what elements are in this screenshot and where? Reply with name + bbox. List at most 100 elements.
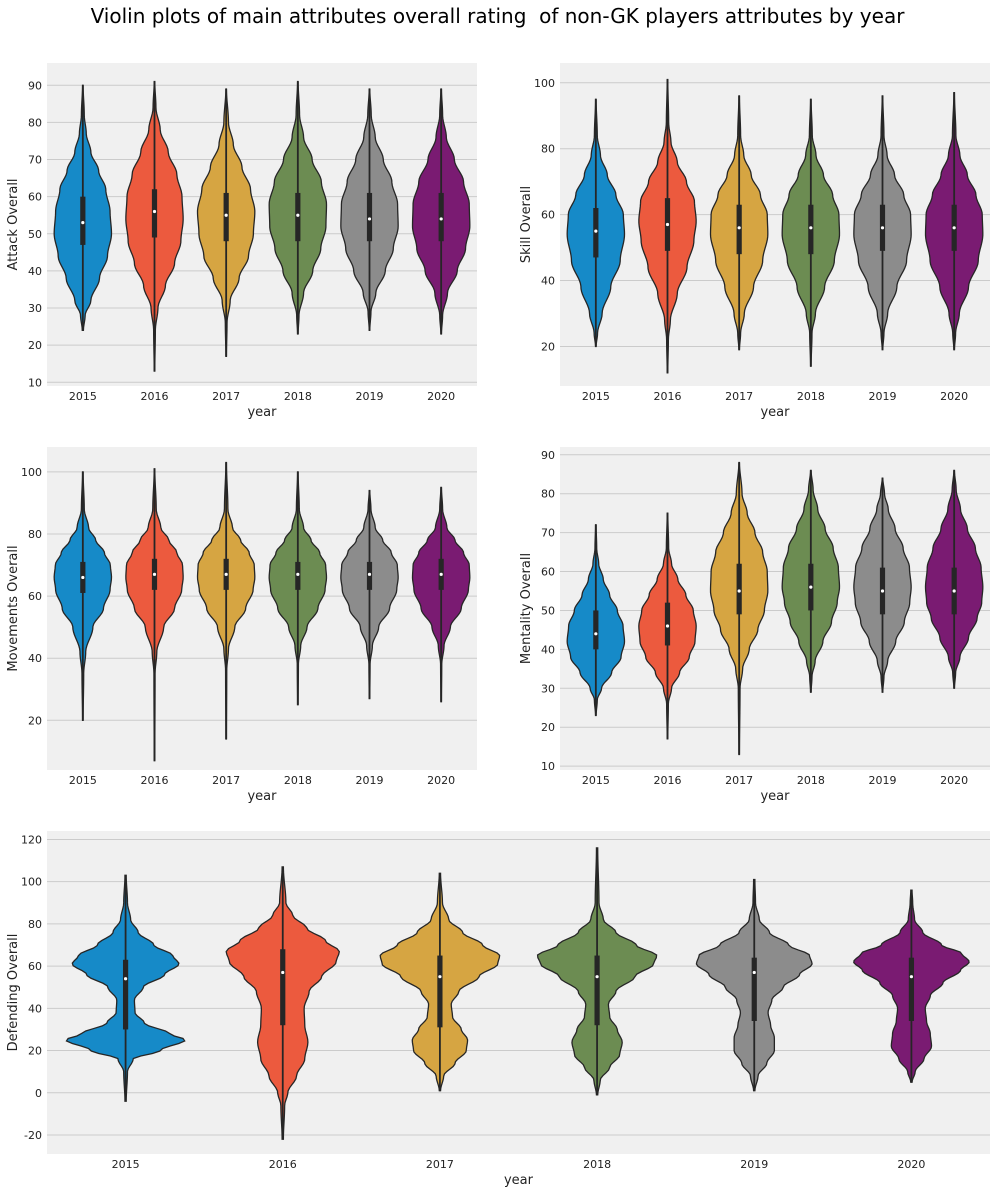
attack-x-axis-label: year	[247, 405, 277, 420]
mentality-ytick-label: 70	[541, 527, 555, 540]
defending-xtick-label: 2018	[583, 1158, 611, 1171]
skill-median-2020	[952, 226, 956, 230]
attack-iqr-box-2018	[295, 192, 301, 242]
skill-median-2017	[737, 226, 741, 230]
defending-xtick-label: 2017	[426, 1158, 454, 1171]
mentality-xtick-label: 2015	[582, 774, 610, 787]
attack-ytick-label: 90	[28, 79, 42, 92]
skill-x-axis-label: year	[760, 405, 790, 420]
defending-ytick-label: -20	[24, 1129, 42, 1142]
mentality-ytick-label: 60	[541, 566, 555, 579]
attack-ytick-label: 70	[28, 154, 42, 167]
attack-iqr-box-2017	[223, 192, 229, 242]
movements-xtick-label: 2016	[141, 774, 169, 787]
defending-iqr-box-2018	[594, 955, 600, 1026]
mentality-plot-area	[560, 447, 990, 770]
defending-ytick-label: 40	[28, 1002, 42, 1015]
defending-iqr-box-2020	[908, 957, 915, 1021]
defending-xtick-label: 2019	[740, 1158, 768, 1171]
defending-ytick-label: 80	[28, 918, 42, 931]
defending-xtick-label: 2020	[897, 1158, 925, 1171]
skill-xtick-label: 2016	[654, 390, 682, 403]
movements-y-axis-label: Movements Overall	[6, 545, 21, 671]
skill-ytick-label: 20	[541, 340, 555, 353]
skill-ytick-label: 100	[534, 77, 555, 90]
defending-median-2019	[752, 970, 756, 975]
attack-ytick-label: 30	[28, 302, 42, 315]
mentality-xtick-label: 2016	[654, 774, 682, 787]
defending-median-2018	[595, 975, 599, 979]
attack-xtick-label: 2019	[356, 390, 384, 403]
defending-iqr-box-2016	[280, 949, 286, 1026]
mentality-xtick-label: 2020	[940, 774, 968, 787]
defending-ytick-label: 20	[28, 1045, 42, 1058]
skill-xtick-label: 2018	[797, 390, 825, 403]
attack-median-2020	[439, 217, 443, 221]
attack-ytick-label: 10	[28, 376, 42, 389]
attack-xtick-label: 2017	[212, 390, 240, 403]
mentality-xtick-label: 2017	[725, 774, 753, 787]
defending-median-2020	[909, 975, 914, 979]
figure-title: Violin plots of main attributes overall …	[90, 4, 905, 28]
defending-xtick-label: 2016	[269, 1158, 297, 1171]
attack-xtick-label: 2020	[427, 390, 455, 403]
defending-median-2016	[281, 970, 285, 975]
mentality-panel: 10 20 30 40 50 60 70 80 90 2015 2016 2017 2018 2019 20…	[519, 447, 990, 804]
skill-iqr-box-2015	[593, 208, 599, 258]
skill-iqr-box-2017	[736, 204, 742, 255]
attack-ytick-label: 60	[28, 191, 42, 204]
movements-ytick-label: 100	[21, 466, 42, 479]
mentality-ytick-label: 50	[541, 604, 555, 617]
attack-median-2017	[224, 213, 228, 217]
defending-panel: -20 0 20 40 60 80 100 120 2015 2016 2017 2018 2019 20…	[6, 831, 990, 1188]
movements-plot-area	[47, 447, 477, 770]
mentality-ytick-label: 40	[541, 643, 555, 656]
skill-iqr-box-2018	[808, 204, 814, 255]
defending-plot-area	[47, 831, 990, 1154]
attack-iqr-box-2016	[151, 189, 158, 238]
mentality-ytick-label: 90	[541, 449, 555, 462]
movements-ytick-label: 20	[28, 714, 42, 727]
movements-xtick-label: 2018	[284, 774, 312, 787]
attack-median-2019	[367, 217, 372, 221]
movements-panel: 20 40 60 80 100 2015 2016 2017 2018 2019 2020 year M…	[6, 447, 477, 804]
mentality-xtick-label: 2019	[869, 774, 897, 787]
skill-y-axis-label: Skill Overall	[519, 186, 534, 263]
skill-median-2016	[665, 222, 670, 227]
defending-ytick-label: 100	[21, 876, 42, 889]
mentality-ytick-label: 80	[541, 488, 555, 501]
attack-iqr-box-2020	[438, 192, 444, 242]
defending-y-axis-label: Defending Overall	[6, 934, 21, 1052]
attack-plot-area	[47, 63, 477, 386]
skill-ytick-label: 60	[541, 209, 555, 222]
defending-iqr-box-2015	[122, 959, 129, 1030]
skill-median-2015	[594, 229, 598, 233]
attack-median-2016	[152, 209, 157, 214]
mentality-median-2018	[809, 585, 813, 589]
mentality-median-2020	[952, 589, 956, 593]
mentality-iqr-box-2015	[593, 610, 599, 650]
mentality-xtick-label: 2018	[797, 774, 825, 787]
mentality-median-2015	[594, 632, 598, 636]
attack-xtick-label: 2018	[284, 390, 312, 403]
movements-xtick-label: 2017	[212, 774, 240, 787]
mentality-ytick-label: 30	[541, 682, 555, 695]
mentality-ytick-label: 20	[541, 721, 555, 734]
attack-y-axis-label: Attack Overall	[6, 178, 21, 270]
attack-iqr-box-2019	[366, 192, 373, 242]
attack-median-2015	[81, 221, 85, 225]
movements-median-2015	[81, 575, 85, 580]
skill-plot-area	[560, 63, 990, 386]
skill-xtick-label: 2020	[940, 390, 968, 403]
defending-x-axis-label: year	[504, 1173, 534, 1188]
skill-xtick-label: 2017	[725, 390, 753, 403]
mentality-x-axis-label: year	[760, 789, 790, 804]
movements-xtick-label: 2020	[427, 774, 455, 787]
movements-xtick-label: 2019	[356, 774, 384, 787]
movements-median-2020	[439, 572, 443, 576]
movements-x-axis-label: year	[247, 789, 277, 804]
attack-xtick-label: 2015	[69, 390, 97, 403]
skill-ytick-label: 40	[541, 275, 555, 288]
attack-ytick-label: 40	[28, 265, 42, 278]
